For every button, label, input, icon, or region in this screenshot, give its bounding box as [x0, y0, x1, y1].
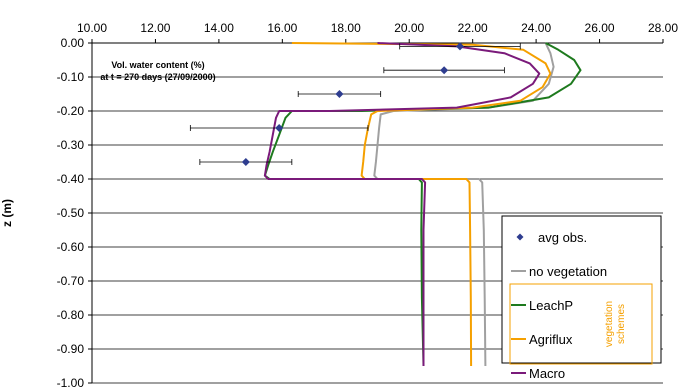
y-tick-label: -0.70 [57, 274, 85, 288]
observation-point [440, 66, 449, 75]
y-tick-label: -0.50 [57, 206, 85, 220]
y-tick-label: -0.10 [57, 70, 85, 84]
x-tick-label: 16.00 [267, 21, 297, 35]
observation-point [275, 124, 284, 132]
x-tick-label: 18.00 [331, 21, 361, 35]
legend-label-leachp: LeachP [529, 298, 573, 313]
y-tick-label: -0.20 [57, 104, 85, 118]
x-tick-label: 24.00 [521, 21, 551, 35]
y-axis-label: z (m) [0, 199, 14, 227]
legend-label-avg-obs: avg obs. [538, 230, 587, 245]
x-tick-label: 10.00 [77, 21, 107, 35]
legend: avg obs. no vegetation LeachP Agriflux Macro… [501, 215, 662, 381]
series-line-macro [263, 42, 541, 366]
legend-label-agriflux: Agriflux [529, 332, 573, 347]
x-tick-label: 14.00 [204, 21, 234, 35]
y-tick-label: -0.40 [57, 172, 85, 186]
vegetation-bracket [509, 283, 653, 365]
legend-marker-avg-obs [516, 233, 524, 241]
y-tick-label: -0.30 [57, 138, 85, 152]
observations [189, 42, 521, 166]
chart-subtitle: at t = 270 days (27/09/2000) [100, 72, 215, 82]
y-tick-label: -1.00 [57, 376, 85, 387]
axes: 0.00 -0.10 -0.20 -0.30 -0.40 -0.50 -0.60 -0.70 -… [57, 21, 679, 387]
y-tick-label: -0.90 [57, 342, 85, 356]
gridlines [92, 76, 663, 384]
y-tick-label: -0.60 [57, 240, 85, 254]
legend-label-no-vegetation: no vegetation [529, 264, 607, 279]
legend-box [501, 215, 662, 364]
series-line-leachp [263, 42, 582, 367]
x-tick-label: 22.00 [458, 21, 488, 35]
observation-point [455, 42, 464, 51]
chart-title: Vol. water content (%) [111, 60, 204, 70]
series-line-agriflux [291, 42, 552, 367]
x-tick-label: 20.00 [394, 21, 424, 35]
series-line-no-vegetation [373, 42, 555, 367]
x-tick-label: 12.00 [140, 21, 170, 35]
x-tick-label: 28.00 [648, 21, 678, 35]
legend-group-label: schemes [616, 304, 627, 344]
observation-point [241, 158, 250, 166]
legend-label-macro: Macro [529, 366, 565, 381]
series-lines [263, 42, 582, 367]
x-tick-label: 26.00 [585, 21, 615, 35]
y-tick-label: 0.00 [61, 36, 85, 50]
legend-group-label: vegetation [604, 301, 615, 347]
observation-point [335, 90, 344, 98]
y-tick-label: -0.80 [57, 308, 85, 322]
